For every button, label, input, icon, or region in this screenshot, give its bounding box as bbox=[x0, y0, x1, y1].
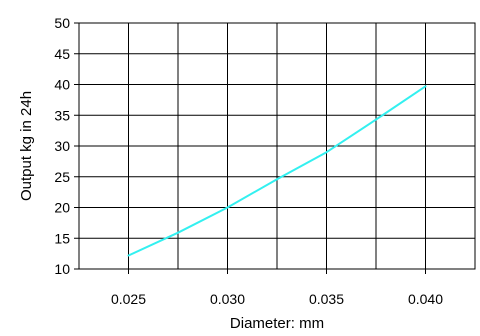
y-tick-label: 20 bbox=[54, 200, 70, 216]
data-point bbox=[375, 118, 377, 121]
data-point bbox=[127, 254, 130, 257]
grid bbox=[79, 23, 475, 269]
y-tick-label: 30 bbox=[54, 138, 70, 154]
y-tick-label: 25 bbox=[54, 169, 70, 185]
y-tick-label: 40 bbox=[54, 77, 70, 93]
y-tick-label: 10 bbox=[54, 261, 70, 277]
y-tick-label: 45 bbox=[54, 46, 70, 62]
data-point bbox=[226, 206, 229, 209]
data-point bbox=[276, 178, 278, 181]
x-tick-label: 0.035 bbox=[309, 291, 344, 307]
y-tick-label: 15 bbox=[54, 230, 70, 246]
data-point bbox=[424, 85, 427, 88]
y-axis-title: Output kg in 24h bbox=[18, 91, 35, 201]
x-axis-ticks: 0.025 0.030 0.035 0.040 bbox=[111, 269, 443, 307]
y-tick-label: 50 bbox=[54, 15, 70, 31]
series-layer bbox=[127, 85, 427, 257]
x-tick-label: 0.025 bbox=[111, 291, 146, 307]
x-axis-title: Diameter: mm bbox=[230, 315, 324, 332]
data-point bbox=[325, 151, 328, 153]
y-tick-label: 35 bbox=[54, 107, 70, 123]
data-point bbox=[177, 231, 179, 234]
x-tick-label: 0.030 bbox=[210, 291, 245, 307]
y-axis-ticks: 10 15 20 25 30 35 40 45 50 bbox=[54, 15, 79, 277]
x-tick-label: 0.040 bbox=[408, 291, 443, 307]
